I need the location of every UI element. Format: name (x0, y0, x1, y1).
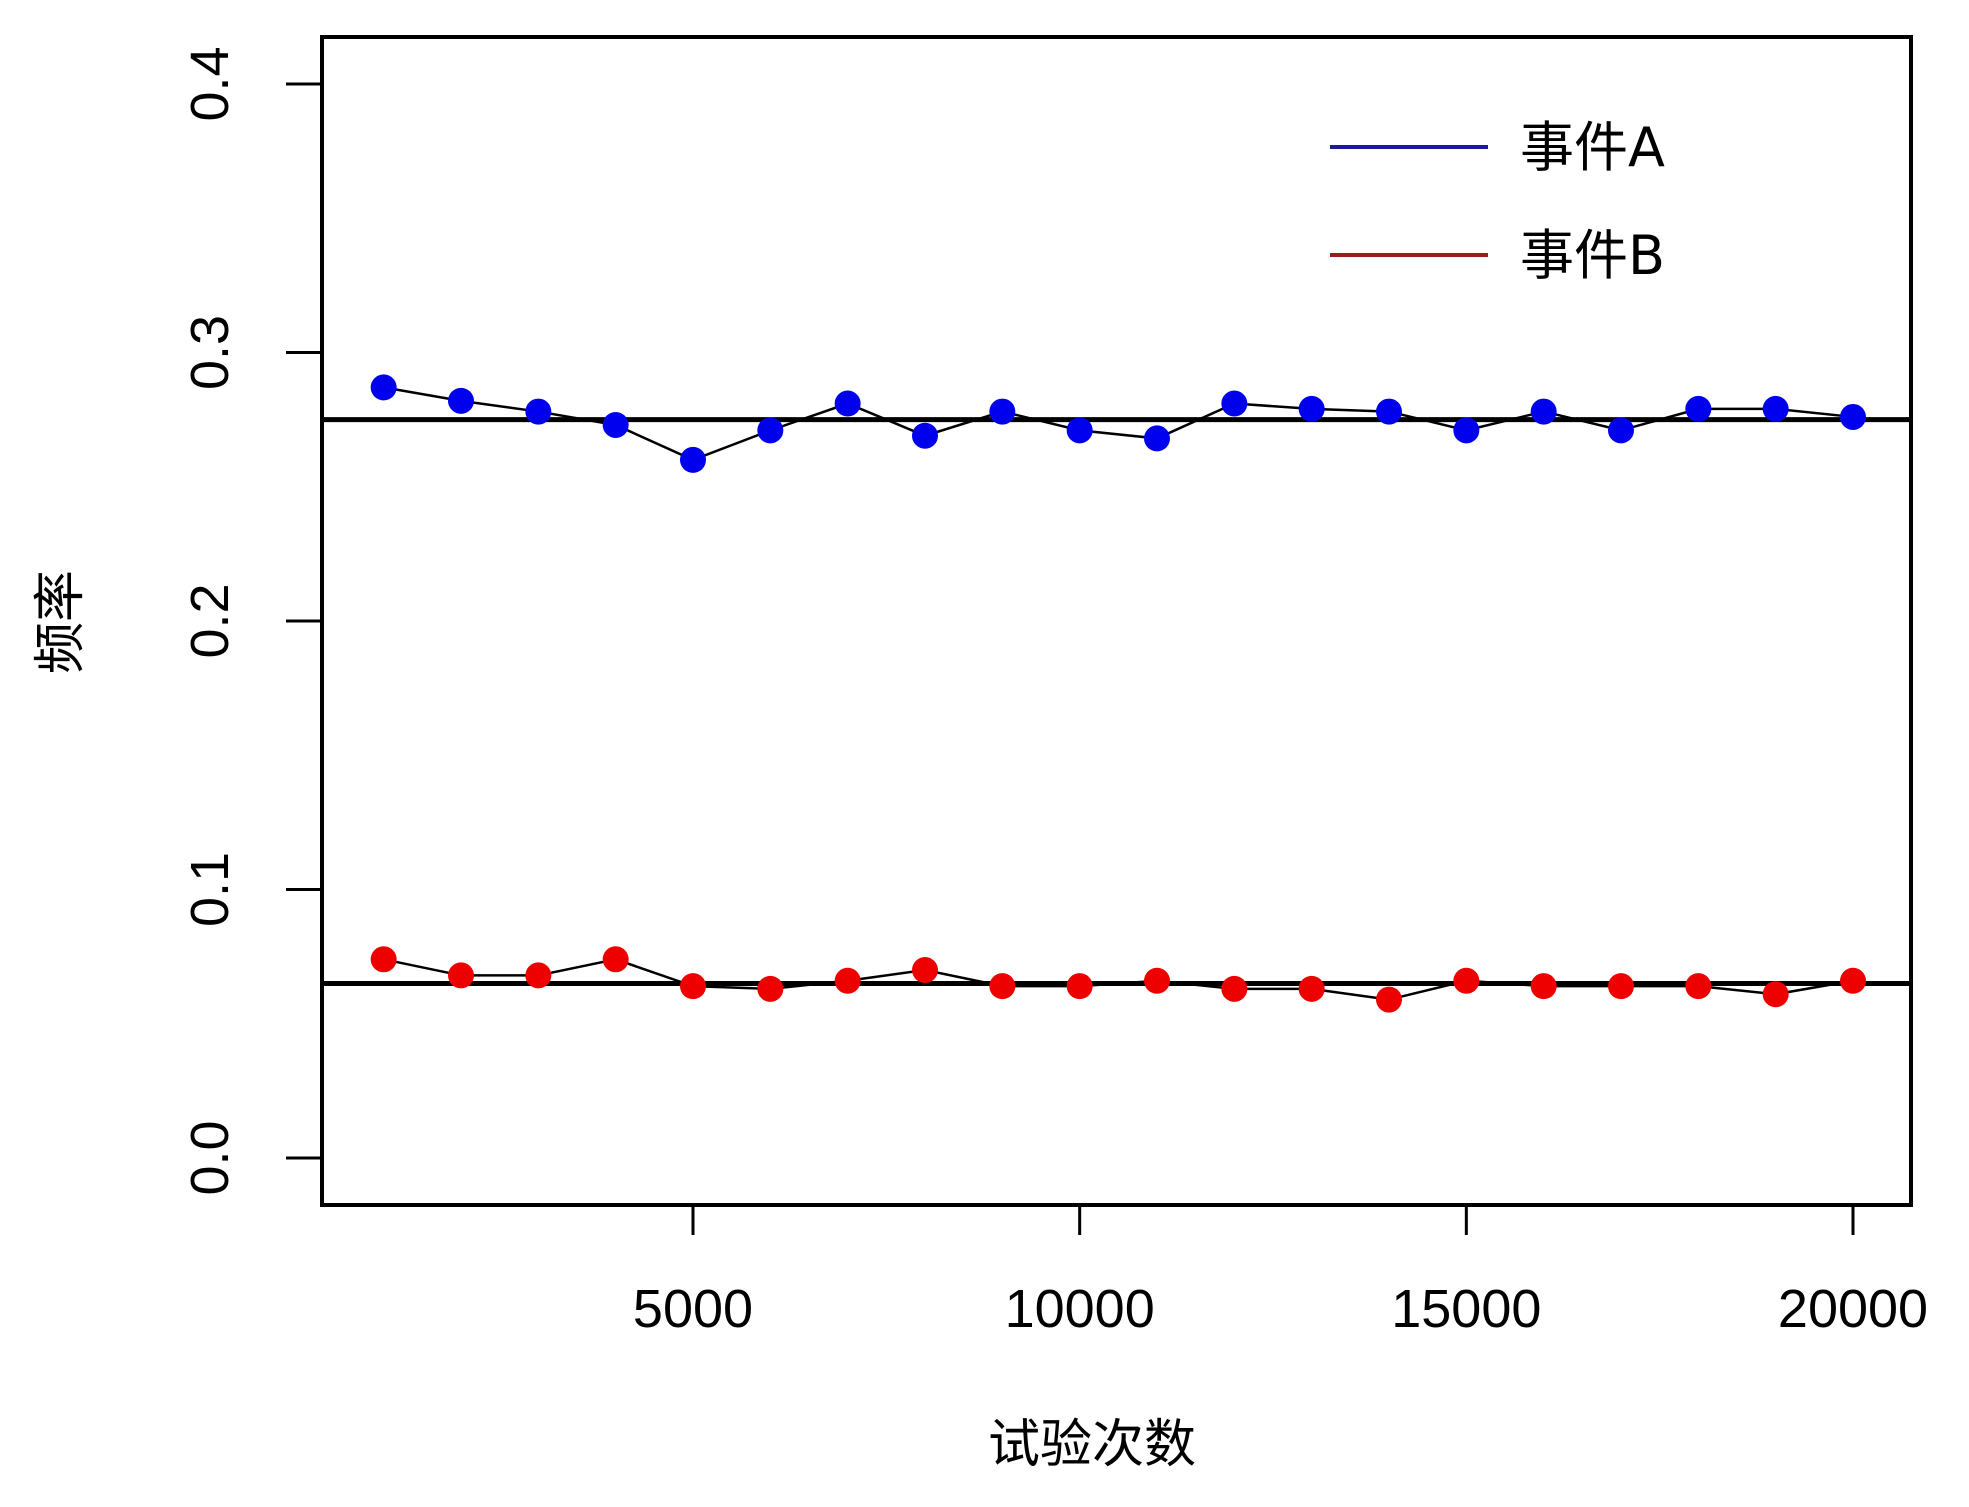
data-point (912, 422, 938, 449)
data-point (1685, 395, 1712, 422)
data-point (680, 446, 706, 473)
data-point (680, 973, 706, 1000)
data-point (1530, 398, 1557, 425)
data-point (834, 967, 861, 994)
plot-frame (320, 35, 1913, 1207)
data-point (1221, 390, 1248, 417)
x-tick-label: 5000 (633, 1279, 753, 1339)
data-point (1144, 425, 1170, 452)
data-point (1144, 967, 1170, 994)
data-point (370, 946, 397, 973)
data-point (1685, 973, 1712, 1000)
x-axis: 5000 10000 15000 20000 (633, 1205, 1928, 1339)
data-point (1762, 395, 1789, 422)
data-point (1066, 973, 1093, 1000)
data-point (602, 946, 629, 973)
x-tick-label: 10000 (1005, 1279, 1155, 1339)
y-axis-title: 频率 (31, 570, 91, 674)
data-point (1376, 986, 1402, 1013)
data-point (1376, 398, 1402, 425)
data-point (525, 398, 552, 425)
y-tick-label: 0.1 (180, 852, 240, 927)
x-axis-title: 试验次数 (988, 1415, 1196, 1475)
data-point (1762, 981, 1789, 1008)
y-tick-label: 0.4 (180, 46, 240, 121)
data-point (1530, 973, 1557, 1000)
data-point (1608, 417, 1634, 444)
y-tick-label: 0.2 (180, 583, 240, 658)
data-point (1840, 967, 1866, 994)
data-point (1453, 967, 1480, 994)
data-point (525, 962, 552, 989)
x-tick-label: 20000 (1778, 1279, 1928, 1339)
data-point (757, 417, 784, 444)
x-tick-label: 15000 (1391, 1279, 1541, 1339)
data-point (1298, 975, 1325, 1002)
y-tick-label: 0.0 (180, 1120, 240, 1195)
data-point (912, 957, 938, 984)
series-line (383, 958, 1854, 1001)
series-line (383, 386, 1854, 462)
legend: 事件A 事件B (1330, 116, 1665, 287)
data-point (1840, 403, 1866, 430)
data-point (989, 398, 1016, 425)
data-point (448, 387, 474, 414)
data-point (448, 962, 474, 989)
data-point (1066, 417, 1093, 444)
y-tick-label: 0.3 (180, 315, 240, 390)
data-point (1221, 975, 1248, 1002)
series-layer (322, 374, 1911, 1013)
data-point (370, 374, 397, 401)
data-point (989, 973, 1016, 1000)
y-axis: 0.0 0.1 0.2 0.3 0.4 (180, 46, 322, 1196)
data-point (1608, 973, 1634, 1000)
data-point (602, 411, 629, 438)
data-point (1298, 395, 1325, 422)
data-point (834, 390, 861, 417)
legend-label: 事件B (1520, 224, 1665, 287)
legend-label: 事件A (1520, 116, 1665, 179)
data-point (757, 975, 784, 1002)
data-point (1453, 417, 1480, 444)
